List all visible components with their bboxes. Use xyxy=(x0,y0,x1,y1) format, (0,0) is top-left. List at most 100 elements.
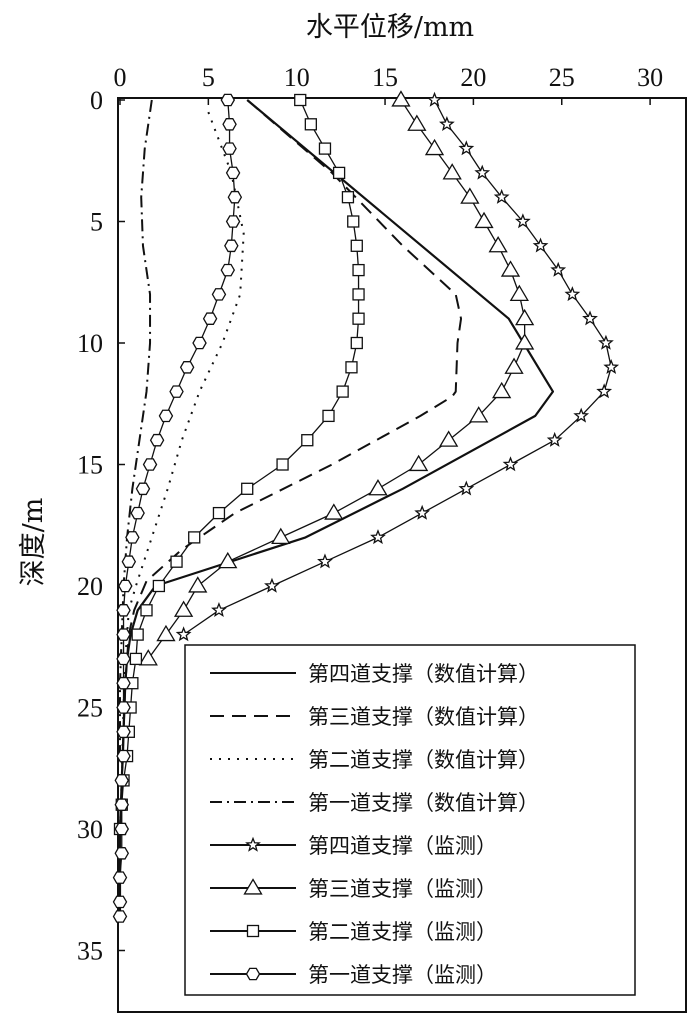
data-point-square xyxy=(276,458,289,471)
x-tick-label: 30 xyxy=(637,63,663,92)
data-point-square xyxy=(345,361,358,374)
data-point-star xyxy=(564,286,581,302)
y-tick-label: 30 xyxy=(77,815,103,844)
legend-entry: 第三道支撑（监测） xyxy=(210,877,497,901)
legend-entry: 第三道支撑（数值计算） xyxy=(210,705,539,729)
data-point-triangle xyxy=(368,479,388,496)
series-7 xyxy=(113,93,365,836)
data-point-square xyxy=(170,555,183,568)
data-point-square xyxy=(350,239,363,252)
data-point-square xyxy=(318,142,332,155)
data-point-hexagon xyxy=(225,166,241,180)
data-point-square xyxy=(294,93,307,107)
series-6 xyxy=(138,90,535,666)
data-point-square xyxy=(188,531,201,544)
legend-entry: 第四道支撑（数值计算） xyxy=(210,662,539,686)
data-point-triangle xyxy=(324,503,344,520)
data-point-triangle xyxy=(442,163,462,180)
data-point-hexagon xyxy=(114,798,130,811)
data-point-hexagon xyxy=(125,531,140,544)
data-point-square xyxy=(131,628,144,641)
data-point-square xyxy=(304,118,317,131)
data-point-square xyxy=(212,506,226,520)
data-point-star xyxy=(596,383,613,399)
data-point-star xyxy=(317,553,333,569)
data-point-hexagon xyxy=(227,190,243,204)
data-point-triangle xyxy=(492,381,512,399)
data-point-star xyxy=(546,431,563,447)
legend-label: 第一道支撑（监测） xyxy=(308,963,497,987)
data-point-square xyxy=(352,263,365,277)
data-point-star xyxy=(370,529,386,545)
x-tick-label: 10 xyxy=(284,63,310,92)
data-point-star xyxy=(474,164,491,180)
y-tick-label: 0 xyxy=(90,86,103,115)
data-point-star xyxy=(582,310,598,326)
y-tick-label: 35 xyxy=(77,937,103,966)
data-point-star xyxy=(514,213,531,229)
legend-marker-star xyxy=(245,836,261,852)
data-point-hexagon xyxy=(112,871,128,884)
legend-entry: 第二道支撑（监测） xyxy=(210,920,497,944)
data-point-triangle xyxy=(500,260,521,277)
data-point-star xyxy=(458,140,475,156)
data-point-square xyxy=(140,604,153,617)
data-point-triangle xyxy=(469,406,489,423)
data-point-triangle xyxy=(515,308,535,326)
legend-entry: 第四道支撑（监测） xyxy=(210,834,497,858)
data-point-hexagon xyxy=(142,458,158,471)
data-point-square xyxy=(352,288,365,301)
legend-label: 第一道支撑（数值计算） xyxy=(308,791,539,815)
data-point-hexagon xyxy=(114,822,130,836)
data-point-hexagon xyxy=(112,910,128,923)
data-point-star xyxy=(175,626,192,642)
x-tick-label: 25 xyxy=(549,63,575,92)
y-tick-label: 10 xyxy=(77,329,103,358)
data-point-triangle xyxy=(156,624,176,642)
data-point-hexagon xyxy=(116,749,131,763)
legend-marker-hexagon xyxy=(245,967,261,981)
data-point-star xyxy=(532,237,549,253)
y-tick-label: 15 xyxy=(77,451,103,480)
legend-label: 第四道支撑（数值计算） xyxy=(308,662,539,686)
data-point-triangle xyxy=(173,600,194,617)
data-point-square xyxy=(347,215,360,228)
data-point-hexagon xyxy=(135,482,151,496)
data-point-square xyxy=(352,312,365,325)
y-axis-title: 深度/m xyxy=(18,498,49,587)
legend-entry: 第一道支撑（监测） xyxy=(210,963,497,987)
y-tick-label: 20 xyxy=(77,572,103,601)
data-point-star xyxy=(426,91,443,107)
legend-label: 第三道支撑（数值计算） xyxy=(308,705,539,729)
data-point-hexagon xyxy=(118,579,133,593)
series-layer xyxy=(112,90,620,923)
data-point-hexagon xyxy=(116,676,131,690)
data-point-hexagon xyxy=(116,652,131,666)
series-line xyxy=(183,99,612,636)
data-point-hexagon xyxy=(202,312,218,325)
data-point-hexagon xyxy=(130,506,145,520)
data-point-square xyxy=(301,434,314,447)
data-point-triangle xyxy=(271,527,291,544)
data-point-square xyxy=(152,579,166,593)
data-point-square xyxy=(332,166,346,180)
x-tick-label: 15 xyxy=(372,63,398,92)
data-point-triangle xyxy=(138,649,158,666)
legend-marker-square xyxy=(246,924,260,938)
data-point-star xyxy=(598,334,614,350)
x-tick-label: 5 xyxy=(202,63,215,92)
data-point-triangle xyxy=(488,236,508,253)
data-point-hexagon xyxy=(116,604,131,617)
legend: 第四道支撑（数值计算） 第三道支撑（数值计算） 第二道支撑（数值计算） 第一道支撑（数… xyxy=(184,644,636,996)
data-point-square xyxy=(341,191,355,204)
x-axis-title: 水平位移/mm xyxy=(306,12,474,43)
legend-marker-triangle xyxy=(243,878,263,895)
data-point-triangle xyxy=(407,114,427,131)
data-point-star xyxy=(458,480,475,496)
data-point-square xyxy=(350,336,363,350)
data-point-hexagon xyxy=(169,385,184,398)
data-point-hexagon xyxy=(114,847,130,860)
data-point-star xyxy=(211,602,227,618)
